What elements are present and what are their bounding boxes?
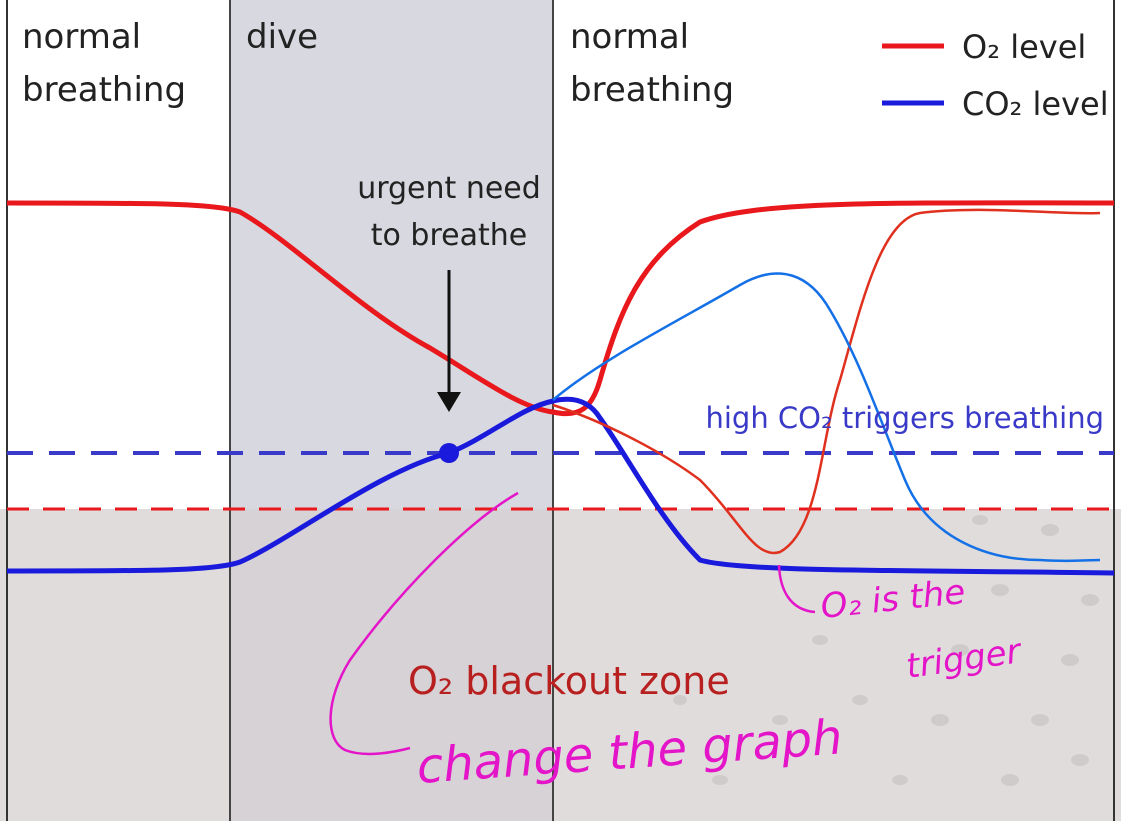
urgent-arrow-head — [437, 392, 461, 412]
phase-right-line2: breathing — [570, 70, 734, 110]
dive-phase-shade — [230, 0, 553, 509]
phase-left-line2: breathing — [22, 70, 186, 110]
o2-level-curve — [6, 200, 1115, 417]
urgent-breathe-point — [439, 443, 459, 463]
urgent-label-line2: to breathe — [371, 218, 527, 253]
zone-dot-pattern — [673, 515, 1099, 786]
ink-bracket-stroke — [777, 564, 816, 614]
blackout-zone-shade — [0, 509, 1121, 821]
dive-blackout-shade — [230, 509, 553, 821]
phase-right-line1: normal — [570, 17, 689, 57]
phase-left-line1: normal — [22, 17, 141, 57]
legend-o2-label: O₂ level — [962, 28, 1086, 66]
phase-dive-label: dive — [246, 17, 318, 57]
blackout-zone-label: O₂ blackout zone — [408, 659, 730, 703]
hand-co2-curve — [552, 272, 1101, 563]
urgent-label-line1: urgent need — [357, 171, 541, 206]
ink-arrow-stroke — [329, 491, 519, 756]
co2-level-curve — [6, 396, 1115, 576]
legend-co2-label: CO₂ level — [962, 85, 1109, 123]
hand-o2-curve — [552, 208, 1101, 555]
co2-threshold-label: high CO₂ triggers breathing — [705, 401, 1104, 435]
